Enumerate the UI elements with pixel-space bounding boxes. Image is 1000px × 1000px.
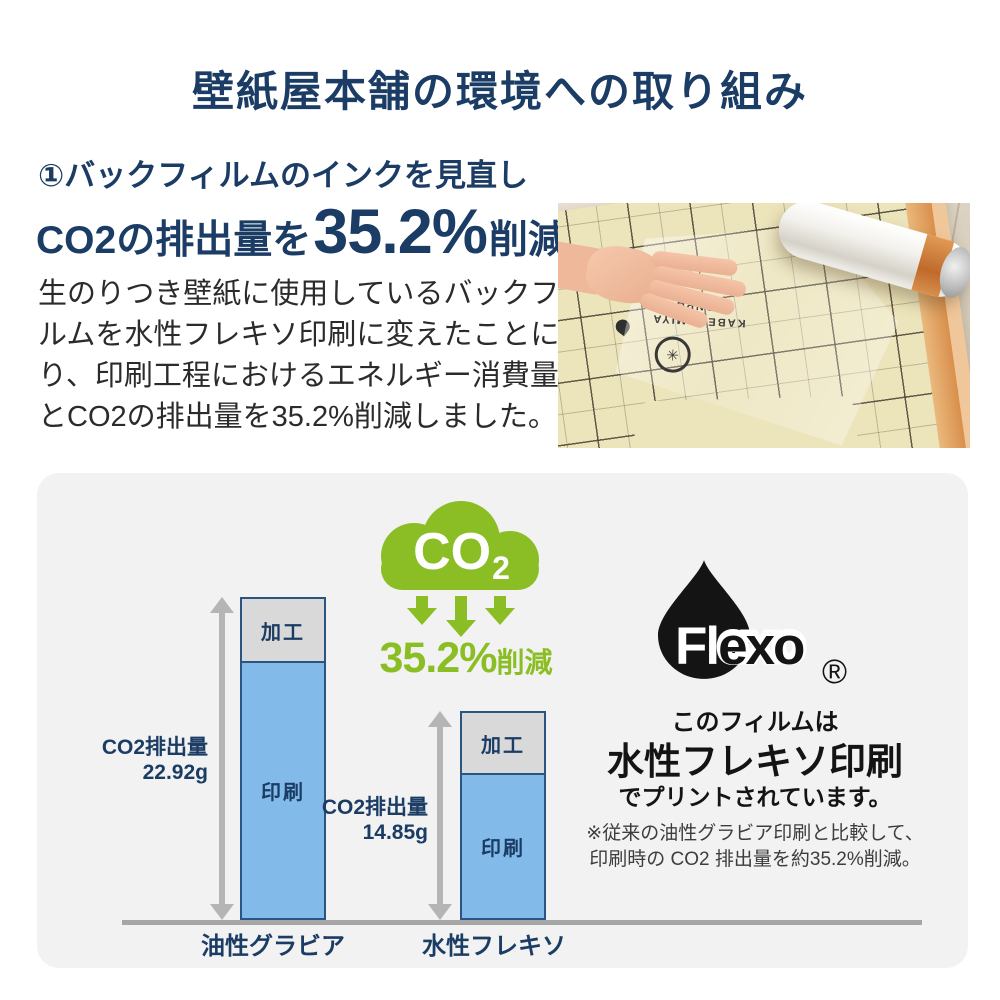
annotation-value: 22.92g (142, 760, 208, 784)
bar-annotation: CO2排出量 22.92g (58, 736, 208, 786)
category-label-oil-gravure: 油性グラビア (201, 933, 345, 960)
co2-cloud-icon (381, 501, 539, 637)
reduction-badge: 35.2%削減 (366, 637, 566, 680)
bar-segment-printing: 印刷 (242, 661, 324, 918)
bar-segment-processing: 加工 (462, 713, 544, 773)
headline-prefix: CO2の排出量を (36, 219, 312, 262)
flexo-wordmark-white: Fl (675, 617, 720, 676)
reduction-suffix: 削減 (496, 647, 553, 678)
segment-label: 印刷 (261, 782, 305, 804)
flexo-wordmark-black: exo (718, 617, 805, 676)
co2-label-main: CO (413, 523, 492, 581)
flexo-wordmark-outline: exo (715, 614, 809, 674)
body-line: 生のりつき壁紙に使用しているバックフィ (38, 278, 588, 310)
dimension-arrow (428, 711, 452, 920)
body-line: り、印刷工程におけるエネルギー消費量 (38, 360, 559, 392)
flower-stamp-icon: ✳ (654, 336, 692, 374)
flexo-wordmark: Fl exo exo (675, 614, 809, 676)
body-line: とCO2の排出量を35.2%削減しました。 (38, 401, 557, 433)
arrow-stem (437, 727, 443, 904)
annotation-label: CO2排出量 (321, 796, 428, 819)
bar-oil-gravure: 加工 印刷 (240, 597, 326, 920)
step-heading: ①バックフィルムのインクを見直し (38, 158, 529, 193)
reduction-value: 35.2% (379, 634, 498, 682)
segment-label: 加工 (481, 734, 525, 757)
segment-label: 加工 (261, 621, 305, 644)
co2-icon-label: CO2 (376, 524, 546, 593)
headline-suffix: 削減 (488, 219, 567, 262)
body-line: ルムを水性フレキソ印刷に変えたことによ (38, 319, 589, 351)
bar-water-flexo: 加工 印刷 (460, 711, 546, 920)
bar-segment-processing: 加工 (242, 599, 324, 661)
arrow-up-icon (428, 711, 452, 727)
headline: CO2の排出量を 35.2% 削減 (36, 196, 567, 268)
annotation-value: 14.85g (362, 820, 428, 844)
flexo-caption-main: 水性フレキソ印刷 (607, 741, 903, 782)
annotation-label: CO2排出量 (101, 736, 208, 759)
arrow-down-icon (210, 904, 234, 920)
dimension-arrow (210, 597, 234, 920)
flexo-caption-bottom: でプリントされています。 (618, 784, 892, 810)
headline-value: 35.2% (313, 197, 488, 267)
arrow-stem (219, 613, 225, 904)
bar-annotation: CO2排出量 14.85g (278, 796, 428, 846)
arrow-up-icon (210, 597, 234, 613)
flexo-droplet-icon (658, 560, 750, 679)
registered-trademark-icon: ® (822, 653, 848, 691)
flexo-note-line1: ※従来の油性グラビア印刷と比較して、 (586, 823, 924, 844)
arrow-down-icon (428, 904, 452, 920)
segment-label: 印刷 (481, 838, 525, 860)
category-label-water-flexo: 水性フレキソ (422, 933, 566, 960)
chart-baseline (122, 920, 922, 925)
page-title: 壁紙屋本舗の環境への取り組み (191, 68, 808, 115)
co2-label-sub: 2 (492, 550, 510, 586)
product-photo: KABEGAMIYA HONPO ✳ (558, 203, 970, 448)
flexo-note-line2: 印刷時の CO2 排出量を約35.2%削減。 (589, 849, 921, 870)
bar-segment-printing: 印刷 (462, 773, 544, 918)
body-paragraph: 生のりつき壁紙に使用しているバックフィ ルムを水性フレキソ印刷に変えたことによ … (38, 274, 588, 438)
flexo-caption-top: このフィルムは (671, 709, 839, 736)
